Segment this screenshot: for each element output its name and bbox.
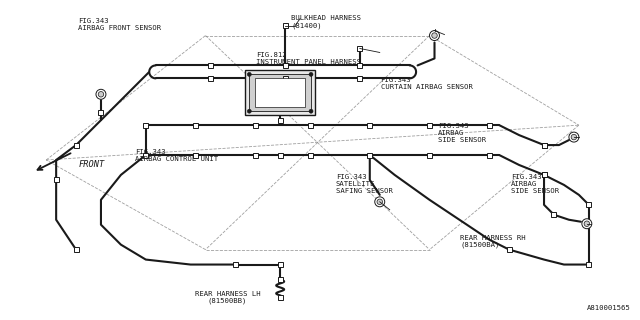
Bar [357,46,362,51]
Bar [487,123,492,128]
Text: FIG.343
AIRBAG
SIDE SENSOR: FIG.343 AIRBAG SIDE SENSOR [511,174,559,194]
Bar [541,172,547,177]
Bar [278,277,283,282]
Bar [487,153,492,157]
Circle shape [309,72,313,76]
Bar [99,110,104,115]
Text: FIG.343
SATELLITE
SAFING SENSOR: FIG.343 SATELLITE SAFING SENSOR [336,174,393,194]
Bar [427,153,432,157]
Bar [255,78,305,107]
Bar [283,63,287,68]
Bar [367,123,372,128]
Bar [278,153,283,157]
Bar [253,123,258,128]
Bar [143,153,148,157]
Bar [208,63,213,68]
Bar [507,247,511,252]
Circle shape [247,72,252,76]
Bar [245,70,315,115]
Bar [278,262,283,267]
Bar [74,143,79,148]
Text: FIG.343
AIRBAG FRONT SENSOR: FIG.343 AIRBAG FRONT SENSOR [78,18,161,31]
Text: REAR HARNESS LH
(81500BB): REAR HARNESS LH (81500BB) [195,291,260,304]
Bar [283,76,287,81]
Circle shape [98,92,104,97]
Bar [143,123,148,128]
Text: BULKHEAD HARNESS
(81400): BULKHEAD HARNESS (81400) [291,15,362,28]
Bar [541,143,547,148]
Circle shape [309,109,313,113]
Circle shape [375,197,385,207]
Text: FRONT: FRONT [79,160,106,170]
Bar [54,177,59,182]
Bar [283,23,287,28]
Circle shape [247,109,252,113]
Bar [552,212,556,217]
Bar [308,123,312,128]
Bar [357,76,362,81]
Bar [427,123,432,128]
Bar [233,262,238,267]
Circle shape [582,219,592,229]
Circle shape [377,199,383,204]
Bar [541,172,547,177]
Text: FIG.343
AIRBAG CONTROL UNIT: FIG.343 AIRBAG CONTROL UNIT [135,149,218,162]
Text: FIG.812
INSTRUMENT PANEL HARNESS: FIG.812 INSTRUMENT PANEL HARNESS [256,52,361,65]
Bar [193,153,198,157]
Circle shape [432,33,437,38]
Circle shape [584,221,589,227]
Bar [278,118,283,123]
Bar [541,143,547,148]
Circle shape [571,134,577,140]
Text: REAR HARNESS RH
(81500BA): REAR HARNESS RH (81500BA) [460,235,526,248]
Bar [367,153,372,157]
Bar [208,76,213,81]
Text: FIG.343
AIRBAG
SIDE SENSOR: FIG.343 AIRBAG SIDE SENSOR [438,123,486,143]
Bar [357,63,362,68]
Text: FIG.343
CURTAIN AIRBAG SENSOR: FIG.343 CURTAIN AIRBAG SENSOR [381,77,472,90]
Circle shape [569,132,579,142]
Bar [250,74,311,111]
Bar [586,202,591,207]
Bar [308,153,312,157]
Bar [278,295,283,300]
Circle shape [429,31,440,41]
Bar [586,262,591,267]
Text: A810001565: A810001565 [587,305,630,311]
Circle shape [96,89,106,99]
Bar [193,123,198,128]
Bar [253,153,258,157]
Bar [74,247,79,252]
